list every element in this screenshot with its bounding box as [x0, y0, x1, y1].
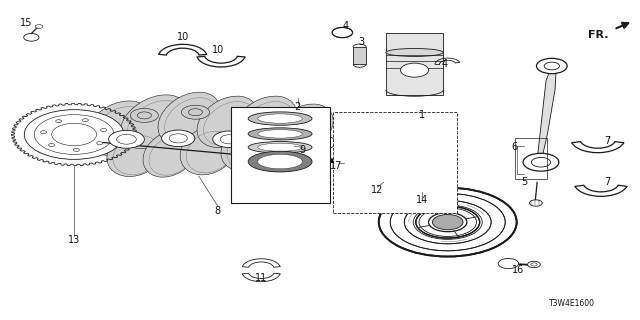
Bar — [353, 47, 366, 64]
Circle shape — [523, 153, 559, 171]
Text: 10: 10 — [212, 45, 224, 55]
Ellipse shape — [143, 130, 197, 177]
Ellipse shape — [221, 124, 276, 171]
Text: 13: 13 — [68, 235, 80, 245]
Text: 1: 1 — [419, 110, 425, 120]
Text: FR.: FR. — [588, 30, 609, 40]
Circle shape — [24, 34, 39, 41]
Ellipse shape — [120, 95, 188, 149]
Circle shape — [97, 142, 102, 145]
Ellipse shape — [197, 96, 258, 148]
Circle shape — [131, 108, 159, 123]
Text: 17: 17 — [330, 161, 342, 172]
Text: 4: 4 — [442, 60, 447, 69]
Ellipse shape — [259, 121, 311, 167]
Circle shape — [433, 214, 463, 230]
Circle shape — [234, 109, 262, 123]
Circle shape — [498, 259, 518, 269]
Circle shape — [83, 119, 88, 122]
Ellipse shape — [107, 131, 163, 177]
Circle shape — [100, 128, 107, 132]
Text: 15: 15 — [20, 18, 33, 28]
Circle shape — [162, 130, 195, 147]
Polygon shape — [537, 68, 556, 160]
Circle shape — [40, 131, 47, 134]
Text: 7: 7 — [604, 136, 611, 146]
Ellipse shape — [248, 128, 312, 140]
Text: T3W4E1600: T3W4E1600 — [549, 299, 595, 308]
Circle shape — [56, 120, 61, 123]
Circle shape — [401, 63, 429, 77]
Text: 12: 12 — [371, 185, 383, 195]
Ellipse shape — [258, 114, 303, 123]
Ellipse shape — [386, 49, 444, 56]
Bar — [515, 138, 547, 179]
Text: 14: 14 — [416, 195, 428, 205]
Circle shape — [536, 58, 567, 74]
Text: 16: 16 — [512, 265, 524, 275]
Ellipse shape — [258, 130, 303, 138]
Bar — [333, 112, 458, 212]
Text: 8: 8 — [215, 206, 221, 216]
Ellipse shape — [248, 151, 312, 172]
Ellipse shape — [275, 104, 333, 152]
Ellipse shape — [258, 154, 303, 169]
Text: 3: 3 — [358, 37, 365, 47]
Circle shape — [527, 261, 540, 268]
Ellipse shape — [180, 126, 236, 175]
Ellipse shape — [335, 161, 350, 165]
Circle shape — [379, 188, 516, 257]
Circle shape — [529, 200, 542, 206]
Circle shape — [74, 148, 79, 151]
Text: 6: 6 — [512, 142, 518, 152]
Circle shape — [264, 129, 297, 146]
Circle shape — [35, 25, 43, 28]
Text: 4: 4 — [342, 21, 349, 31]
Bar — [386, 33, 444, 95]
Circle shape — [109, 130, 145, 148]
Ellipse shape — [158, 92, 220, 145]
Ellipse shape — [248, 112, 312, 125]
Text: 7: 7 — [604, 177, 611, 187]
Circle shape — [305, 135, 335, 150]
Text: 9: 9 — [299, 146, 305, 156]
Circle shape — [212, 131, 246, 148]
Circle shape — [49, 143, 54, 147]
Circle shape — [24, 110, 124, 159]
Circle shape — [181, 105, 209, 119]
Ellipse shape — [86, 101, 152, 155]
Ellipse shape — [235, 96, 297, 148]
Text: 10: 10 — [177, 32, 189, 42]
Text: 2: 2 — [294, 102, 301, 112]
Ellipse shape — [248, 141, 312, 153]
Text: 11: 11 — [255, 273, 268, 283]
Text: 5: 5 — [521, 177, 527, 187]
Ellipse shape — [258, 143, 303, 151]
Bar — [230, 108, 330, 203]
Circle shape — [282, 110, 310, 124]
Circle shape — [376, 186, 405, 201]
